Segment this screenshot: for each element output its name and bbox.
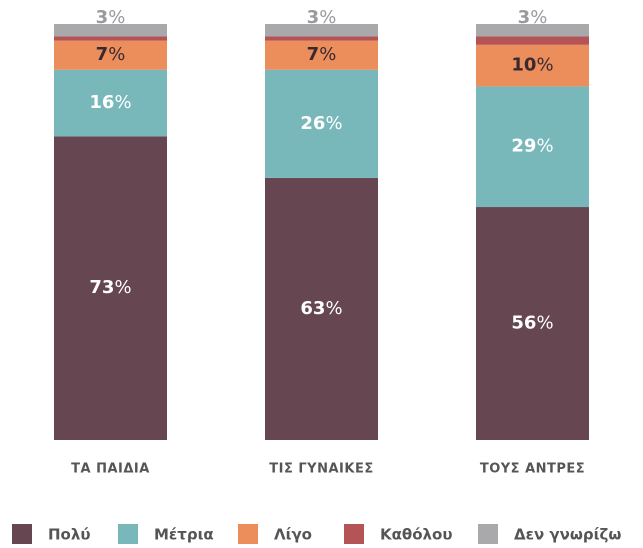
bar-segment	[265, 177, 378, 441]
x-tick-label: ΤΑ ΠΑΙΔΙΑ	[71, 462, 150, 477]
legend-label: Πολύ	[48, 526, 90, 544]
value-label: 3%	[307, 7, 337, 28]
bar-segment	[476, 44, 589, 87]
bar-segment	[54, 24, 167, 37]
bar-segment	[54, 36, 167, 41]
value-label: 7%	[96, 44, 126, 65]
legend-label: Καθόλου	[380, 526, 452, 544]
legend-swatch	[12, 524, 32, 544]
bar-segment	[476, 36, 589, 45]
bar-segment	[265, 69, 378, 178]
bar-segment	[54, 40, 167, 70]
bar-segment	[476, 86, 589, 208]
bar-segment	[265, 40, 378, 70]
legend-swatch	[238, 524, 258, 544]
legend-label: Δεν γνωρίζω	[514, 526, 621, 544]
value-label: 29%	[511, 136, 553, 157]
bar-segment	[476, 24, 589, 37]
legend-swatch	[344, 524, 364, 544]
value-label: 10%	[511, 55, 553, 76]
value-label: 16%	[89, 92, 131, 113]
value-label: 26%	[300, 113, 342, 134]
bar-segment	[54, 136, 167, 440]
x-tick-label: ΤΟΥΣ ΑΝΤΡΕΣ	[480, 462, 585, 477]
value-label: 73%	[89, 277, 131, 298]
value-label: 3%	[96, 7, 126, 28]
legend-swatch	[478, 524, 498, 544]
value-label: 7%	[307, 44, 337, 65]
bar-segment	[54, 69, 167, 137]
value-label: 3%	[518, 7, 548, 28]
legend-label: Λίγο	[274, 526, 312, 544]
legend-label: Μέτρια	[154, 526, 214, 544]
bar-segment	[265, 24, 378, 37]
value-label: 56%	[511, 313, 553, 334]
x-tick-label: ΤΙΣ ΓΥΝΑΙΚΕΣ	[269, 462, 373, 477]
value-label: 63%	[300, 298, 342, 319]
bar-segment	[265, 36, 378, 41]
bar-segment	[476, 207, 589, 440]
legend-swatch	[118, 524, 138, 544]
